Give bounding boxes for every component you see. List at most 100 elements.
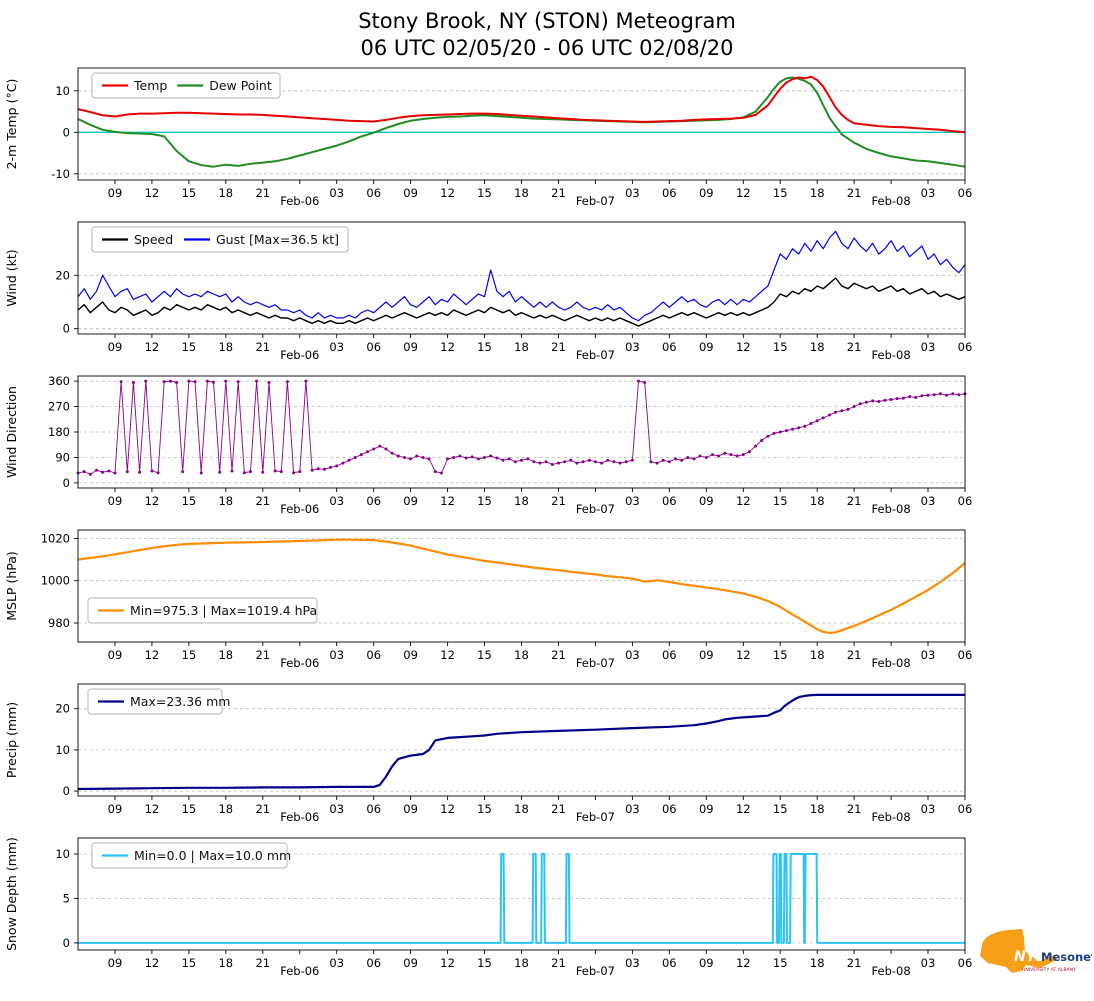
svg-text:Feb-08: Feb-08	[872, 810, 911, 824]
svg-text:18: 18	[218, 340, 233, 354]
svg-text:09: 09	[699, 340, 714, 354]
svg-text:Gust [Max=36.5 kt]: Gust [Max=36.5 kt]	[216, 232, 339, 247]
svg-text:21: 21	[255, 648, 270, 662]
y-axis: -10 0 10	[51, 84, 78, 181]
svg-text:18: 18	[514, 956, 529, 970]
series-wind-direction-markers	[76, 379, 967, 476]
svg-text:18: 18	[810, 494, 825, 508]
svg-text:18: 18	[218, 494, 233, 508]
svg-text:12: 12	[145, 956, 160, 970]
svg-text:Min=0.0 | Max=10.0 mm: Min=0.0 | Max=10.0 mm	[134, 848, 291, 863]
svg-text:03: 03	[625, 956, 640, 970]
svg-text:03: 03	[921, 340, 936, 354]
svg-text:03: 03	[625, 340, 640, 354]
svg-text:15: 15	[182, 494, 197, 508]
svg-text:15: 15	[477, 340, 492, 354]
wind-chart: 09 12 15 18 21 Feb-06 03 06 09 12 15 18 21 Feb-07 03 06…	[4, 221, 973, 362]
svg-text:12: 12	[145, 802, 160, 816]
series-group	[77, 538, 966, 635]
svg-text:21: 21	[255, 186, 270, 200]
x-axis: 09 12 15 18 21 Feb-06 03 06 09 12 15 18 21 Feb-07 03 06…	[108, 642, 973, 670]
svg-text:09: 09	[403, 340, 418, 354]
y-axis-label: Precip (mm)	[4, 702, 19, 778]
svg-text:18: 18	[218, 648, 233, 662]
legend: Speed Gust [Max=36.5 kt]	[91, 226, 349, 253]
svg-text:0: 0	[63, 322, 70, 336]
gridlines	[78, 708, 965, 792]
svg-text:Feb-08: Feb-08	[872, 502, 911, 516]
gridlines	[78, 380, 965, 484]
svg-text:06: 06	[366, 186, 381, 200]
svg-text:21: 21	[847, 956, 862, 970]
svg-text:06: 06	[958, 802, 973, 816]
svg-text:12: 12	[736, 956, 751, 970]
svg-text:21: 21	[255, 340, 270, 354]
svg-text:0: 0	[63, 125, 70, 139]
svg-text:21: 21	[255, 802, 270, 816]
svg-text:03: 03	[625, 494, 640, 508]
svg-text:1020: 1020	[41, 532, 70, 546]
svg-text:09: 09	[699, 186, 714, 200]
wind-panel: 09 12 15 18 21 Feb-06 03 06 09 12 15 18 21 Feb-07 03 06…	[0, 218, 1094, 372]
logo-tagline-text: UNIVERSITY AT ALBANY	[1022, 967, 1076, 973]
svg-text:10: 10	[55, 743, 70, 757]
svg-text:Feb-07: Feb-07	[576, 656, 615, 670]
svg-text:18: 18	[218, 956, 233, 970]
svg-text:06: 06	[958, 648, 973, 662]
wind-direction-chart: 09 12 15 18 21 Feb-06 03 06 09 12 15 18 21 Feb-07 03 06…	[4, 374, 973, 516]
svg-text:Feb-06: Feb-06	[280, 348, 319, 362]
svg-text:0: 0	[63, 476, 70, 490]
svg-text:Feb-07: Feb-07	[576, 810, 615, 824]
svg-text:03: 03	[921, 648, 936, 662]
x-axis: 09 12 15 18 21 Feb-06 03 06 09 12 15 18 21 Feb-07 03 06…	[108, 334, 973, 362]
svg-text:03: 03	[921, 494, 936, 508]
svg-text:09: 09	[108, 494, 123, 508]
y-axis: 0 5 10	[55, 847, 78, 950]
svg-text:15: 15	[477, 802, 492, 816]
svg-text:Speed: Speed	[134, 232, 173, 247]
svg-text:09: 09	[108, 648, 123, 662]
svg-text:06: 06	[958, 494, 973, 508]
svg-text:980: 980	[48, 616, 70, 630]
svg-text:12: 12	[145, 648, 160, 662]
svg-text:15: 15	[773, 340, 788, 354]
svg-text:12: 12	[440, 494, 455, 508]
svg-text:06: 06	[366, 340, 381, 354]
svg-text:03: 03	[921, 956, 936, 970]
figure-subtitle: 06 UTC 02/05/20 - 06 UTC 02/08/20	[360, 36, 734, 61]
svg-text:12: 12	[440, 648, 455, 662]
svg-text:21: 21	[847, 494, 862, 508]
svg-text:12: 12	[145, 186, 160, 200]
temp-chart: 09 12 15 18 21 Feb-06 03 06 09 12 15 18 21 Feb-07 03 06…	[4, 67, 972, 208]
svg-text:09: 09	[108, 340, 123, 354]
svg-text:90: 90	[55, 451, 70, 465]
y-axis: 980 1000 1020	[41, 532, 78, 630]
svg-text:09: 09	[403, 802, 418, 816]
svg-text:Feb-06: Feb-06	[280, 194, 319, 208]
y-axis-label: 2-m Temp (°C)	[4, 79, 19, 170]
svg-text:Feb-06: Feb-06	[280, 502, 319, 516]
svg-text:Temp: Temp	[133, 78, 167, 93]
svg-text:18: 18	[218, 186, 233, 200]
svg-text:12: 12	[736, 802, 751, 816]
svg-text:06: 06	[958, 956, 973, 970]
logo-mesonet-text: Mesonet	[1041, 950, 1092, 964]
svg-text:21: 21	[551, 494, 566, 508]
svg-text:09: 09	[403, 494, 418, 508]
x-axis: 09 12 15 18 21 Feb-06 03 06 09 12 15 18 21 Feb-07 03 06…	[108, 180, 972, 208]
svg-text:15: 15	[182, 340, 197, 354]
svg-text:09: 09	[699, 802, 714, 816]
svg-text:21: 21	[255, 494, 270, 508]
svg-text:Feb-06: Feb-06	[280, 810, 319, 824]
series-snow-depth	[78, 853, 965, 944]
svg-text:06: 06	[958, 340, 973, 354]
y-axis-label: MSLP (hPa)	[4, 551, 19, 621]
temp-panel: 09 12 15 18 21 Feb-06 03 06 09 12 15 18 21 Feb-07 03 06…	[0, 64, 1094, 218]
svg-text:Feb-08: Feb-08	[872, 348, 911, 362]
legend: Min=0.0 | Max=10.0 mm	[91, 842, 291, 869]
figure-header: Stony Brook, NY (STON) Meteogram 06 UTC …	[0, 0, 1094, 64]
svg-text:06: 06	[366, 494, 381, 508]
y-axis-label: Wind Direction	[4, 386, 19, 478]
svg-text:12: 12	[440, 956, 455, 970]
svg-text:18: 18	[514, 340, 529, 354]
